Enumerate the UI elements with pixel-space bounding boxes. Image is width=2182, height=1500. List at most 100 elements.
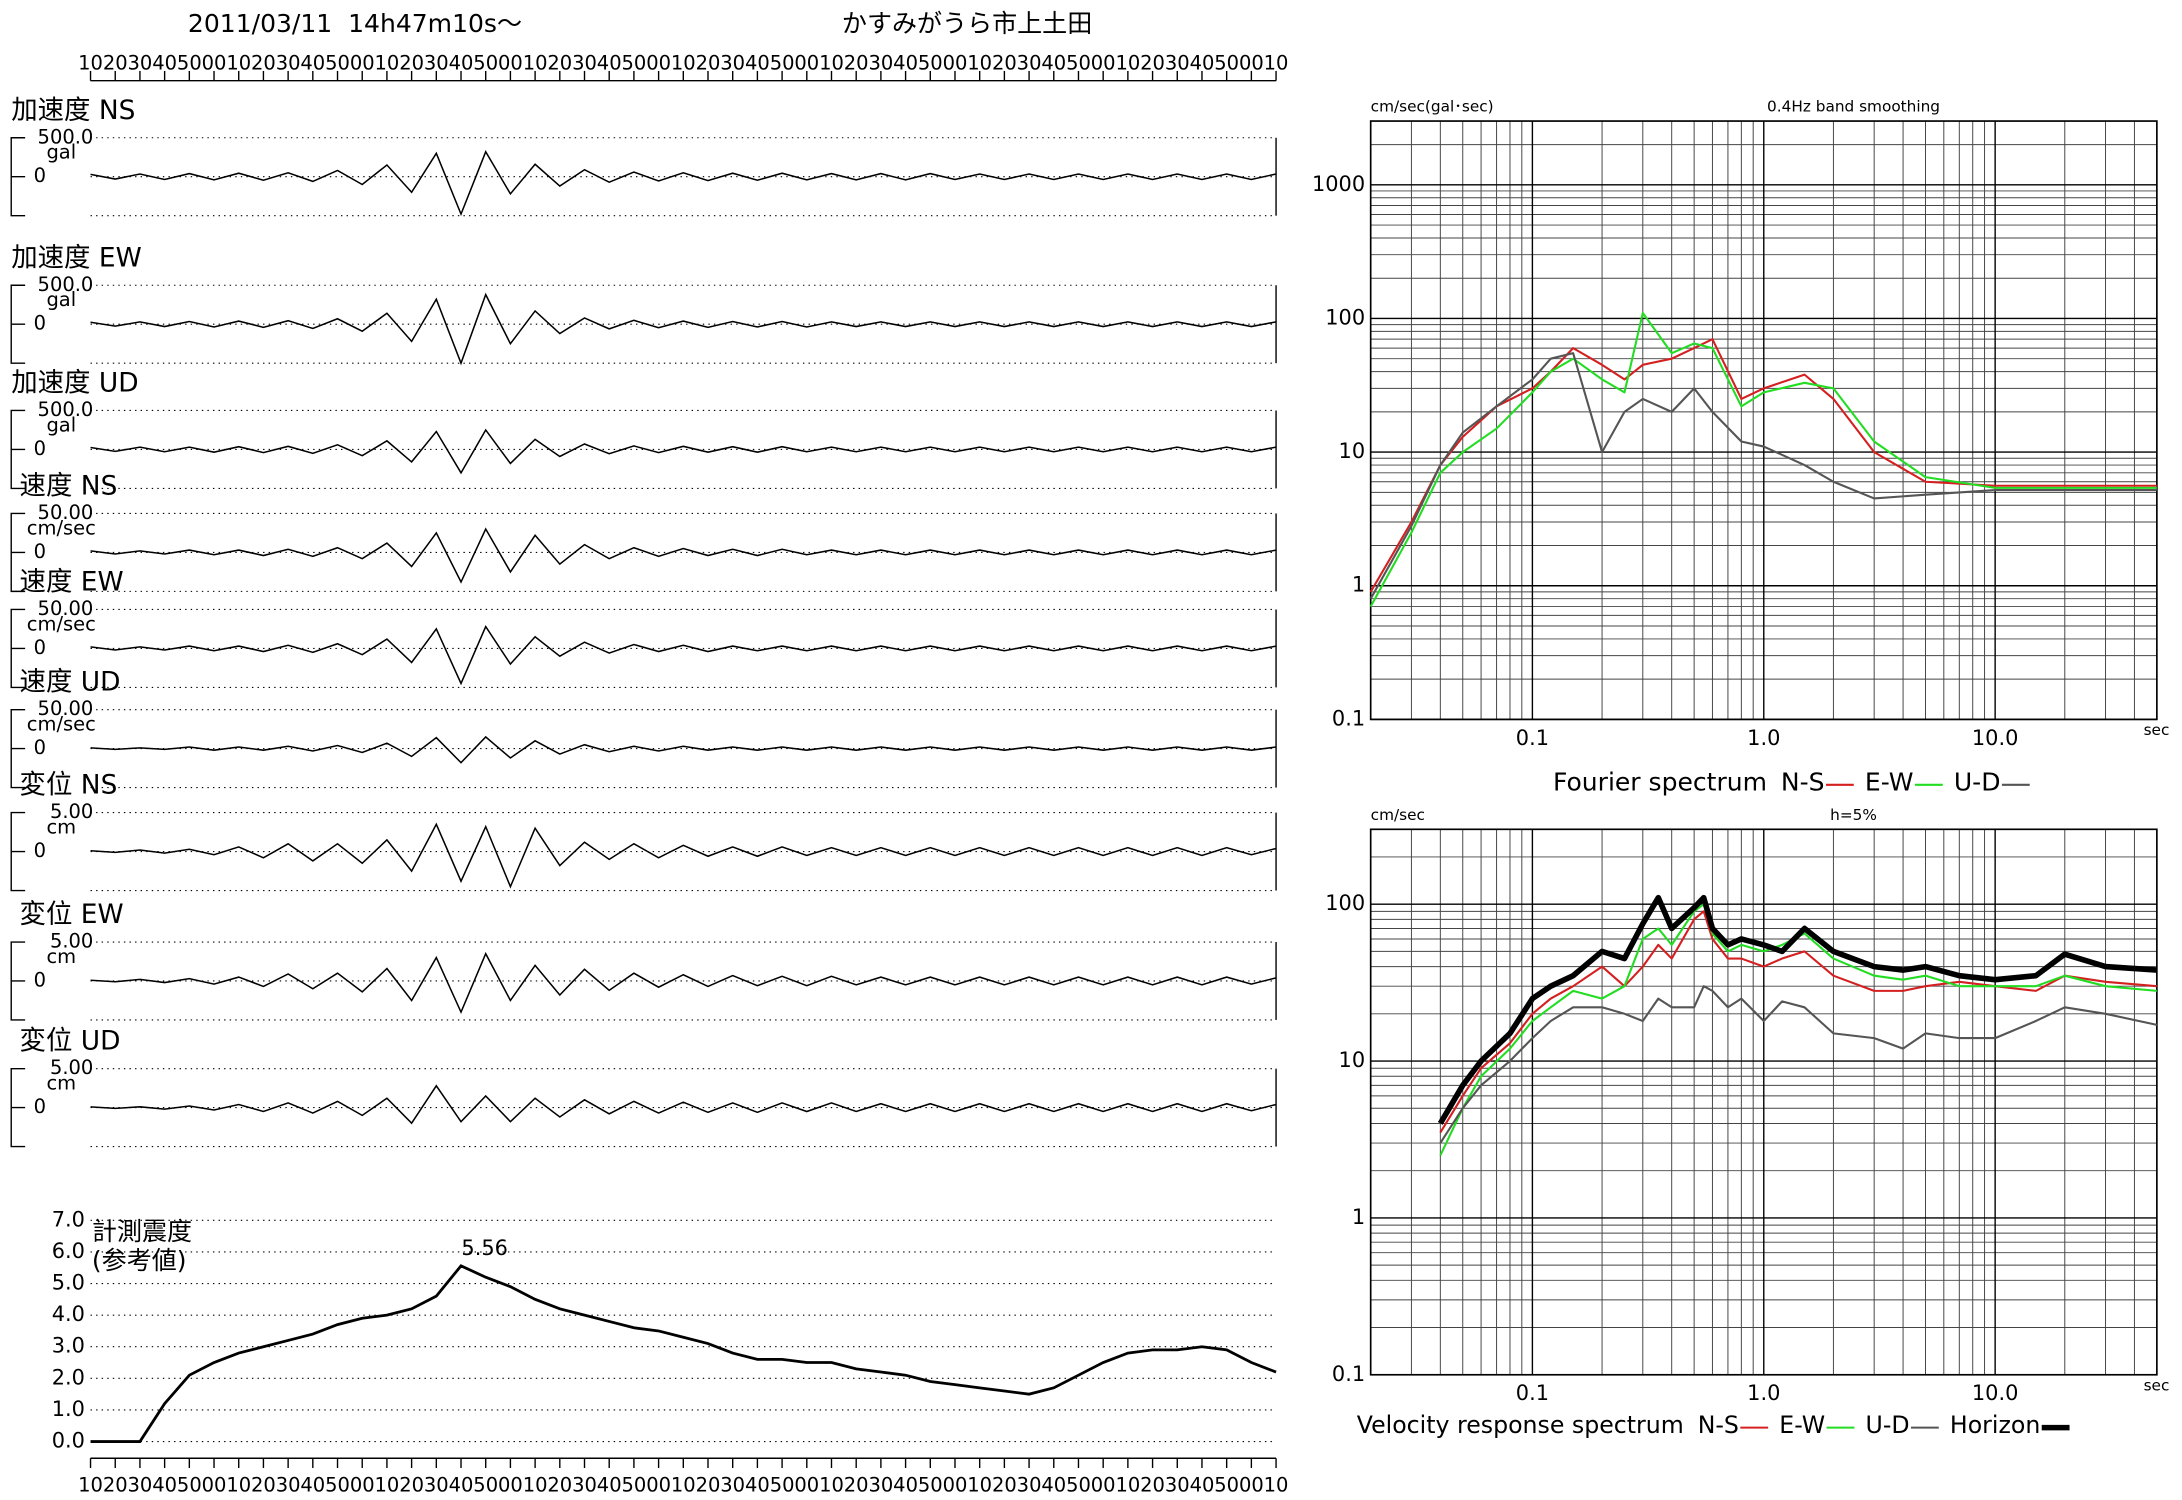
x-tick-label: 50 xyxy=(770,52,795,75)
x-tick-label: 00 xyxy=(943,1474,968,1497)
y-tick-label: 6.0 xyxy=(52,1239,85,1263)
x-tick-label: 50 xyxy=(1066,52,1091,75)
waveform-trace xyxy=(90,1084,1277,1125)
x-tick-label: 30 xyxy=(276,52,301,75)
panel-bracket xyxy=(10,811,26,892)
x-tick-label: 20 xyxy=(992,52,1017,75)
x-tick-label: 30 xyxy=(1165,52,1190,75)
legend-label: N-S xyxy=(1781,767,1825,796)
x-tick-label: 10 xyxy=(1115,52,1140,75)
panel-bracket xyxy=(10,137,26,217)
waveform-trace xyxy=(90,951,1277,1015)
y-tick-label: 0 xyxy=(34,839,46,862)
x-tick-label: 00 xyxy=(646,52,671,75)
x-tick-label: 20 xyxy=(251,1474,276,1497)
x-tick-label: 00 xyxy=(350,52,375,75)
spectrum-line xyxy=(1439,985,2158,1144)
waveform-trace xyxy=(90,527,1277,584)
legend-label: Horizon xyxy=(1950,1411,2040,1439)
y-tick-label: 10 xyxy=(1339,439,1366,463)
unit-label: cm/sec xyxy=(27,712,96,735)
legend-label: U-D xyxy=(1954,767,2001,796)
x-tick-label: 20 xyxy=(399,1474,424,1497)
y-tick-label: 5.00 xyxy=(50,930,93,953)
x-tick-label: 00 xyxy=(1239,52,1264,75)
waveform-trace xyxy=(90,822,1277,889)
waveform-trace xyxy=(90,428,1277,475)
unit-label: gal xyxy=(46,288,76,311)
spectrum-line xyxy=(1437,894,2158,1125)
panel-bracket xyxy=(10,608,26,689)
x-tick-label: 50 xyxy=(1214,52,1239,75)
y-tick-label: 0 xyxy=(34,968,46,991)
x-tick-label: 00 xyxy=(202,1474,227,1497)
x-tick-label: 20 xyxy=(547,52,572,75)
x-tick-label: 00 xyxy=(202,52,227,75)
x-tick-label: 1.0 xyxy=(1747,1381,1780,1405)
y-tick-label: 50.00 xyxy=(38,501,94,524)
x-tick-label: 40 xyxy=(745,52,770,75)
x-tick-label: 30 xyxy=(572,52,597,75)
x-tick-label: 20 xyxy=(103,1474,128,1497)
x-tick-label: 40 xyxy=(300,1474,325,1497)
x-tick-label: 00 xyxy=(1091,52,1116,75)
spectrum-line xyxy=(1369,311,2157,607)
panel-label: 速度 UD xyxy=(20,667,121,698)
spectrum-line xyxy=(1369,338,2157,593)
y-tick-label: 1 xyxy=(1352,1205,1365,1229)
x-tick-label: 40 xyxy=(893,1474,918,1497)
x-tick-label: 40 xyxy=(1190,52,1215,75)
spectrum-line xyxy=(1439,903,2157,1156)
x-tick-label: 00 xyxy=(498,52,523,75)
unit-label: cm xyxy=(46,1071,76,1094)
x-tick-label: 40 xyxy=(300,52,325,75)
x-tick-label: 1.0 xyxy=(1747,726,1780,750)
y-tick-label: 0 xyxy=(34,164,46,187)
x-tick-label: 10 xyxy=(671,1474,696,1497)
x-tick-label: 50 xyxy=(622,1474,647,1497)
x-tick-label: 10.0 xyxy=(1972,726,2018,750)
x-tick-label: 10 xyxy=(1115,1474,1140,1497)
x-tick-label: 00 xyxy=(1091,1474,1116,1497)
x-tick-label: 40 xyxy=(597,52,622,75)
panel-bracket xyxy=(10,512,26,593)
unit-label: cm xyxy=(46,945,76,968)
x-tick-label: 50 xyxy=(1066,1474,1091,1497)
x-tick-label: 40 xyxy=(597,1474,622,1497)
x-tick-label: 20 xyxy=(399,52,424,75)
x-tick-label: 0.1 xyxy=(1516,726,1549,750)
x-tick-label: 30 xyxy=(868,1474,893,1497)
y-tick-label: 4.0 xyxy=(52,1302,85,1326)
y-tick-label: 0 xyxy=(34,1095,46,1118)
waveform-trace xyxy=(90,292,1277,366)
legend-label: E-W xyxy=(1779,1411,1825,1439)
unit-label: cm/sec xyxy=(27,612,96,635)
spectrum-line xyxy=(1439,910,2157,1134)
x-tick-label: 10 xyxy=(523,1474,548,1497)
x-tick-label: 20 xyxy=(844,52,869,75)
y-tick-label: 0 xyxy=(34,540,46,563)
x-tick-label: 50 xyxy=(918,52,943,75)
y-tick-label: 0 xyxy=(34,736,46,759)
x-axis-label: sec xyxy=(2144,721,2170,739)
legend-label: E-W xyxy=(1865,767,1914,796)
peak-label: 5.56 xyxy=(461,1236,507,1260)
x-tick-label: 00 xyxy=(498,1474,523,1497)
x-tick-label: 20 xyxy=(696,1474,721,1497)
panel-bracket xyxy=(10,284,26,364)
chart-title: (参考値) xyxy=(92,1246,187,1275)
chart-title: 2011/03/11 14h47m10s～ xyxy=(188,9,522,38)
x-tick-label: 10 xyxy=(523,52,548,75)
x-tick-label: 00 xyxy=(794,1474,819,1497)
y-tick-label: 500.0 xyxy=(38,273,94,296)
y-tick-label: 500.0 xyxy=(38,125,94,148)
x-tick-label: 20 xyxy=(992,1474,1017,1497)
chart-subtitle: かすみがうら市上土田 xyxy=(842,9,1092,38)
x-tick-label: 30 xyxy=(128,52,153,75)
x-tick-label: 30 xyxy=(868,52,893,75)
y-tick-label: 0 xyxy=(34,312,46,335)
x-tick-label: 20 xyxy=(696,52,721,75)
legend-title: Fourier spectrum xyxy=(1553,767,1767,796)
x-tick-label: 10 xyxy=(967,1474,992,1497)
legend-label: U-D xyxy=(1866,1411,1910,1439)
